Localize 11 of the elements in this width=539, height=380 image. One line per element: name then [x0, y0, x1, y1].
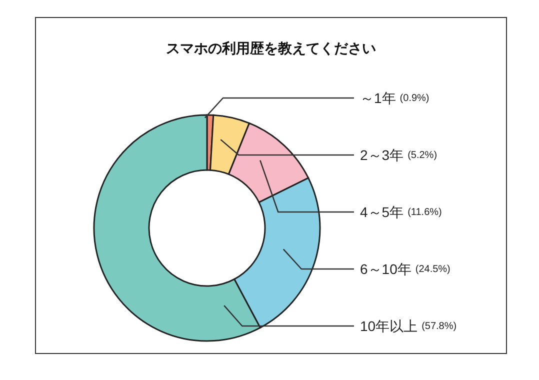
data-label: (5.2%) — [408, 150, 438, 160]
slice-label: 10年以上 — [360, 318, 418, 334]
chart-title: スマホの利用歴を教えてください — [165, 40, 377, 58]
data-label: (11.6%) — [408, 206, 442, 218]
slice-label: 2～3年 — [360, 147, 404, 163]
slice-label: 6～10年 — [360, 261, 412, 277]
slice-label: 4～5年 — [360, 204, 404, 220]
data-label: (0.9%) — [400, 92, 430, 104]
slice-label: ～1年 — [360, 90, 396, 106]
data-label: (57.8%) — [422, 320, 457, 332]
data-label: (24.5%) — [415, 264, 450, 274]
